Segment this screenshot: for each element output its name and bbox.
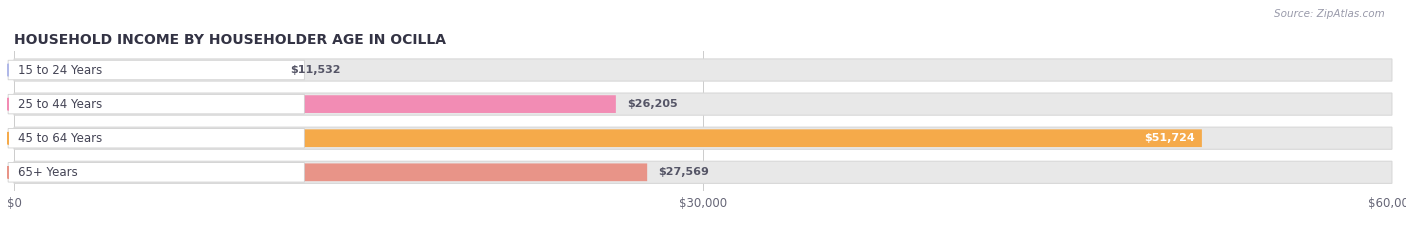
FancyBboxPatch shape (8, 163, 304, 182)
FancyBboxPatch shape (8, 128, 304, 148)
FancyBboxPatch shape (14, 161, 1392, 183)
FancyBboxPatch shape (8, 60, 304, 80)
Text: 45 to 64 Years: 45 to 64 Years (18, 132, 103, 145)
FancyBboxPatch shape (14, 127, 1392, 149)
Text: 65+ Years: 65+ Years (18, 166, 77, 179)
FancyBboxPatch shape (14, 61, 278, 79)
FancyBboxPatch shape (14, 59, 1392, 81)
Text: $26,205: $26,205 (627, 99, 678, 109)
Text: $27,569: $27,569 (658, 167, 709, 177)
Text: $11,532: $11,532 (290, 65, 340, 75)
FancyBboxPatch shape (14, 129, 1202, 147)
Text: $51,724: $51,724 (1144, 133, 1195, 143)
Text: 15 to 24 Years: 15 to 24 Years (18, 64, 103, 76)
FancyBboxPatch shape (8, 94, 304, 114)
Text: Source: ZipAtlas.com: Source: ZipAtlas.com (1274, 9, 1385, 19)
Text: HOUSEHOLD INCOME BY HOUSEHOLDER AGE IN OCILLA: HOUSEHOLD INCOME BY HOUSEHOLDER AGE IN O… (14, 33, 446, 47)
FancyBboxPatch shape (14, 163, 647, 181)
FancyBboxPatch shape (14, 95, 616, 113)
Text: 25 to 44 Years: 25 to 44 Years (18, 98, 103, 111)
FancyBboxPatch shape (14, 93, 1392, 115)
